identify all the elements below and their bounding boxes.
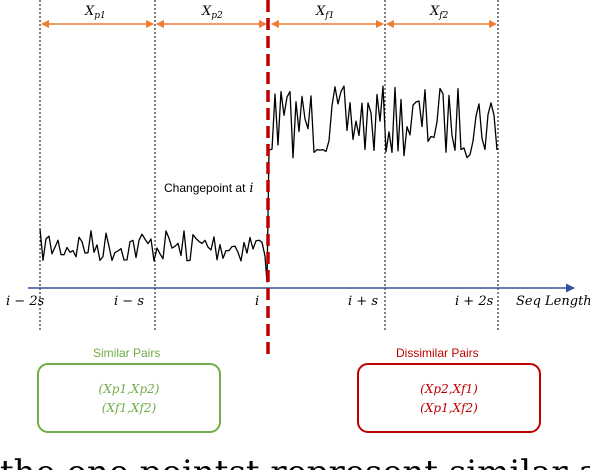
tick-label: i	[255, 294, 259, 309]
segment-label-p2: Xp2	[201, 4, 223, 21]
dissimilar-pair-line2: (Xp1,Xf2)	[420, 401, 478, 415]
axis-label: Seq Length	[516, 294, 590, 309]
tick-label: i − 2s	[6, 294, 45, 309]
tick-label: i − s	[114, 294, 144, 309]
similar-pair-line2: (Xf1,Xf2)	[102, 401, 157, 415]
segment-label-f2: Xf2	[429, 4, 449, 21]
dissimilar-pair-line1: (Xp2,Xf1)	[420, 382, 478, 396]
segment-label-p1: Xp1	[84, 4, 106, 21]
changepoint-label: Changepoint at i	[164, 181, 254, 196]
similar-pairs-title: Similar Pairs	[93, 346, 160, 360]
similar-pairs-box	[37, 363, 221, 433]
segment-boundaries	[39, 0, 499, 330]
dissimilar-pairs-title: Dissimilar Pairs	[396, 346, 479, 360]
similar-pair-line1: (Xp1,Xp2)	[99, 382, 160, 396]
tick-label: i + s	[348, 294, 378, 309]
segment-label-f1: Xf1	[315, 4, 334, 21]
tick-label: i + 2s	[455, 294, 494, 309]
axis-ticks: i − 2s i − s i i + s i + 2s	[6, 294, 494, 309]
caption-text: the one pointst represent similar and di…	[0, 453, 590, 470]
dissimilar-pairs-box	[357, 363, 541, 433]
